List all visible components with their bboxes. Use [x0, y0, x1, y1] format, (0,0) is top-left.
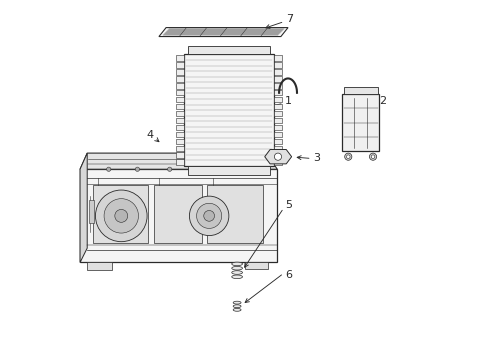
Circle shape	[196, 167, 200, 171]
Bar	[176, 159, 184, 165]
Bar	[176, 125, 184, 130]
Circle shape	[104, 199, 139, 233]
Bar	[274, 145, 282, 151]
Bar	[343, 87, 378, 94]
Ellipse shape	[232, 271, 243, 274]
Bar	[274, 90, 282, 95]
Bar	[188, 45, 270, 54]
Polygon shape	[245, 262, 269, 269]
Circle shape	[135, 167, 140, 171]
Circle shape	[204, 211, 215, 221]
Bar	[176, 62, 184, 68]
Bar	[176, 55, 184, 61]
Polygon shape	[87, 262, 112, 270]
Bar	[274, 111, 282, 116]
Circle shape	[255, 167, 260, 171]
Text: 1: 1	[285, 96, 292, 106]
Bar	[176, 69, 184, 75]
Bar	[274, 55, 282, 61]
Bar	[176, 83, 184, 89]
Bar	[184, 54, 274, 166]
Bar	[176, 76, 184, 82]
Bar	[188, 166, 270, 175]
Circle shape	[190, 196, 229, 235]
Text: 2: 2	[379, 96, 387, 106]
Bar	[274, 62, 282, 68]
Polygon shape	[80, 169, 277, 262]
Bar	[176, 111, 184, 116]
Bar	[274, 125, 282, 130]
Bar	[274, 83, 282, 89]
Bar	[176, 97, 184, 102]
Bar	[153, 185, 202, 243]
Bar	[207, 185, 263, 243]
Text: 3: 3	[313, 153, 320, 163]
Circle shape	[228, 167, 233, 171]
Text: 6: 6	[285, 270, 292, 280]
Bar	[176, 153, 184, 158]
Bar	[176, 132, 184, 137]
Polygon shape	[265, 149, 292, 164]
Circle shape	[274, 153, 282, 160]
Ellipse shape	[233, 309, 241, 311]
Polygon shape	[80, 153, 277, 169]
Circle shape	[168, 167, 172, 171]
Bar	[274, 97, 282, 102]
Circle shape	[369, 153, 377, 160]
Bar	[176, 104, 184, 109]
Circle shape	[346, 155, 350, 158]
Ellipse shape	[233, 305, 241, 308]
Bar	[274, 69, 282, 75]
Text: 7: 7	[286, 14, 293, 24]
Bar	[274, 139, 282, 144]
Bar	[274, 76, 282, 82]
Ellipse shape	[232, 266, 243, 270]
Ellipse shape	[233, 301, 241, 304]
Text: 5: 5	[285, 200, 292, 210]
Bar	[274, 118, 282, 123]
Ellipse shape	[232, 262, 243, 266]
Bar	[176, 145, 184, 151]
Polygon shape	[159, 28, 288, 37]
Bar	[89, 200, 95, 223]
Circle shape	[107, 167, 111, 171]
Circle shape	[371, 155, 375, 158]
Circle shape	[196, 203, 221, 228]
Bar	[274, 153, 282, 158]
Text: 4: 4	[147, 130, 153, 140]
Bar	[274, 159, 282, 165]
Circle shape	[344, 153, 352, 160]
Circle shape	[96, 190, 147, 242]
Bar	[176, 90, 184, 95]
Bar	[176, 139, 184, 144]
Bar	[93, 185, 148, 243]
Bar	[342, 94, 379, 151]
Circle shape	[115, 210, 128, 222]
Bar	[176, 118, 184, 123]
Bar	[274, 132, 282, 137]
Ellipse shape	[232, 275, 243, 279]
Bar	[274, 104, 282, 109]
Polygon shape	[80, 153, 87, 262]
